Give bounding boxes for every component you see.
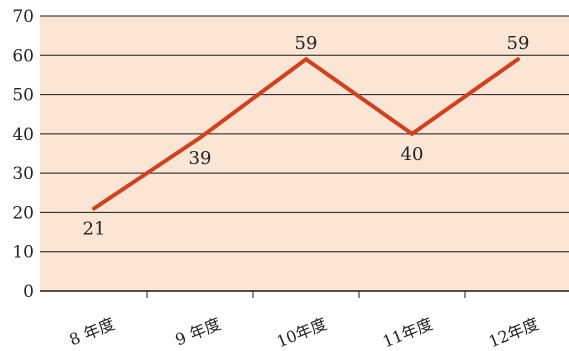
x-tick-label: 9 年度 (173, 314, 224, 349)
series-line (92, 56, 520, 211)
gridlines (40, 15, 569, 292)
data-label: 21 (83, 219, 106, 240)
y-tick-label: 60 (12, 46, 34, 66)
y-tick-label: 40 (12, 125, 34, 145)
y-tick-label: 50 (12, 86, 34, 106)
y-tick-label: 70 (12, 7, 34, 27)
data-label: 59 (507, 33, 530, 54)
data-label: 39 (189, 148, 212, 169)
x-tick-label: 12年度 (486, 314, 542, 351)
x-tick-label: 10年度 (274, 314, 330, 351)
y-axis-ticks: 0 10 20 30 40 50 60 70 (12, 7, 34, 302)
x-tick-label: 11年度 (380, 314, 436, 351)
y-tick-label: 20 (12, 203, 34, 223)
data-label: 59 (295, 33, 318, 54)
data-label: 40 (401, 144, 424, 165)
x-axis: 8 年度 9 年度 10年度 11年度 12年度 (67, 291, 542, 351)
x-tick-label: 8 年度 (67, 314, 118, 349)
y-tick-label: 10 (12, 243, 34, 263)
y-tick-label: 30 (12, 164, 34, 184)
y-tick-label: 0 (23, 282, 34, 302)
data-labels: 21 39 59 40 59 (83, 33, 530, 239)
plot-area (40, 16, 569, 291)
